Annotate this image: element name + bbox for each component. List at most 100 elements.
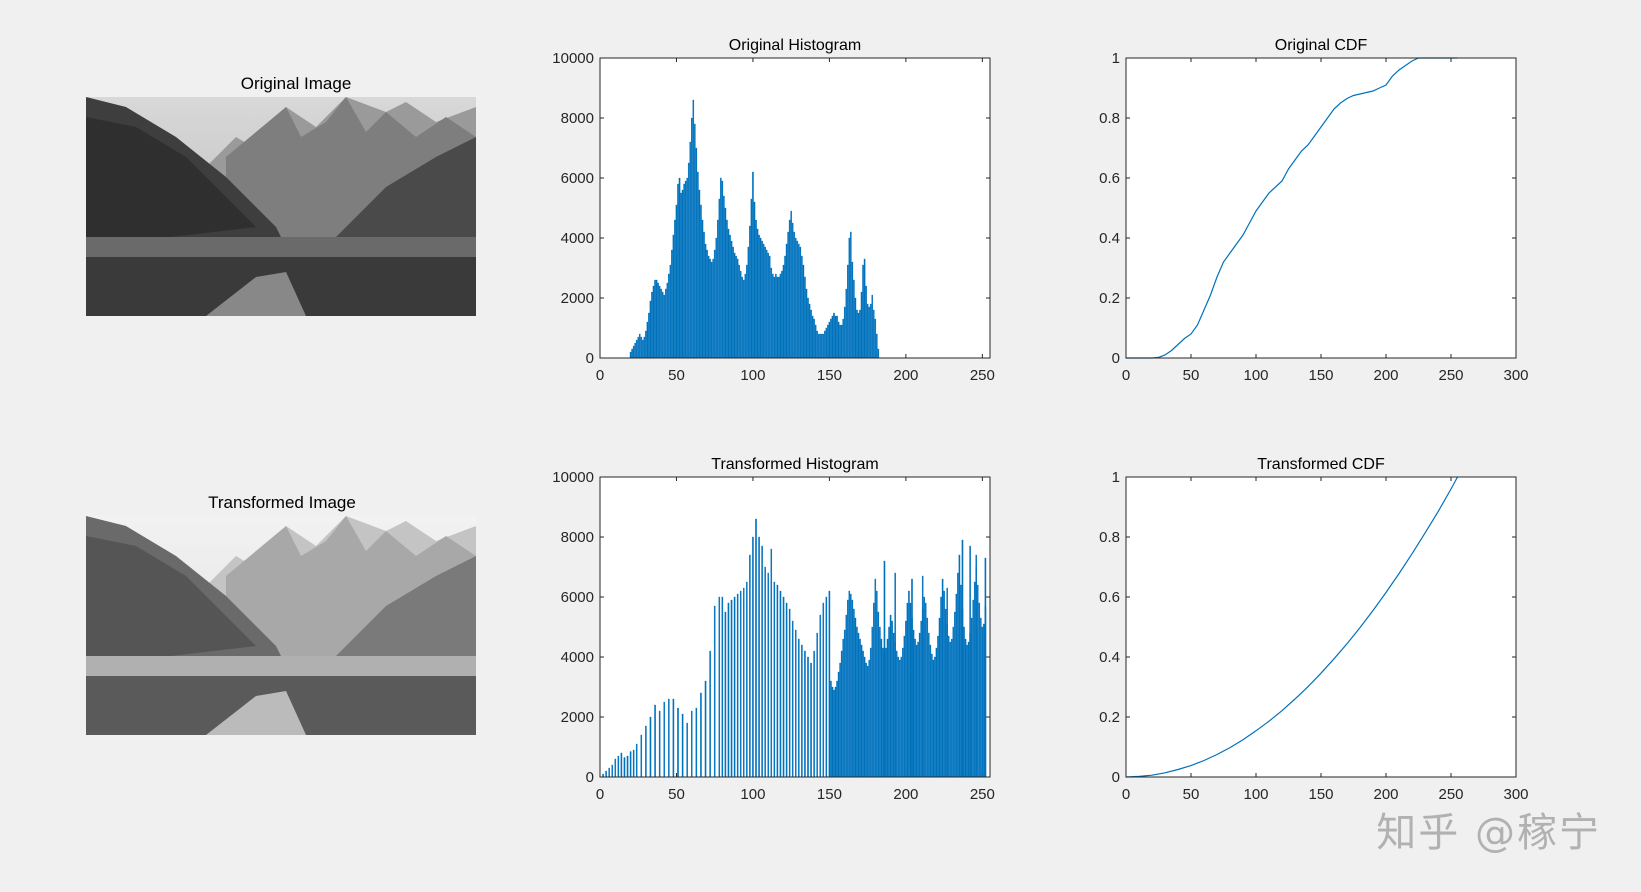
histogram-bar (865, 285, 867, 359)
histogram-bar (718, 596, 721, 778)
histogram-bar (847, 599, 849, 778)
histogram-bar (816, 330, 818, 359)
x-tick-label: 200 (893, 786, 918, 803)
histogram-bar (885, 647, 887, 778)
histogram-bar (649, 300, 652, 359)
histogram-bar (686, 177, 688, 359)
histogram-bar (729, 234, 731, 359)
histogram-bar (643, 336, 646, 359)
histogram-bar (761, 240, 763, 359)
histogram-bar (877, 611, 880, 778)
histogram-bar (788, 608, 791, 778)
histogram-bar (938, 617, 941, 778)
histogram-bar (747, 246, 750, 359)
histogram-bar (874, 578, 877, 778)
cdf-line (1126, 57, 1458, 359)
histogram-bar (951, 638, 953, 778)
histogram-bar (860, 644, 863, 778)
histogram-bar (782, 264, 785, 359)
histogram-bar (888, 626, 890, 778)
histogram-bar (640, 734, 643, 778)
histogram-bar (949, 641, 951, 778)
histogram-bar (862, 264, 864, 359)
histogram-bar (796, 240, 799, 359)
histogram-bar (981, 626, 984, 778)
histogram-bar (940, 596, 942, 778)
histogram-bar (798, 243, 800, 359)
histogram-bar (635, 339, 638, 359)
transformed-image-title: Transformed Image (208, 493, 356, 512)
histogram-bar (833, 312, 835, 359)
histogram-bar (743, 279, 745, 359)
histogram-bar (617, 755, 620, 778)
y-tick-label: 1 (1112, 50, 1120, 67)
histogram-bar (978, 602, 981, 778)
histogram-bar (608, 767, 610, 778)
histogram-bar (755, 518, 757, 778)
y-tick-label: 0 (1112, 350, 1120, 367)
histogram-bar (691, 710, 693, 778)
x-tick-label: 100 (740, 367, 765, 384)
histogram-bar (831, 686, 834, 778)
histogram-bar (762, 243, 765, 359)
histogram-bar (788, 219, 791, 359)
histogram-bar (882, 647, 884, 778)
histogram-bar (840, 650, 843, 778)
histogram-bar (713, 605, 716, 778)
histogram-bar (967, 641, 970, 778)
histogram-bar (830, 680, 832, 778)
chart-title: Original Histogram (729, 37, 861, 54)
histogram-bar (966, 644, 968, 778)
x-tick-label: 0 (1122, 786, 1130, 803)
histogram-bar (839, 324, 841, 359)
histogram-bar (649, 716, 652, 778)
histogram-bar (658, 285, 661, 359)
histogram-bar (663, 701, 665, 778)
x-tick-label: 250 (1438, 367, 1463, 384)
histogram-bar (738, 264, 740, 359)
histogram-bar (668, 698, 670, 778)
histogram-bar (652, 285, 655, 359)
histogram-bar (840, 324, 843, 359)
histogram-bar (683, 183, 685, 359)
histogram-bar (672, 234, 675, 359)
plot-area (1126, 477, 1516, 777)
histogram-bar (767, 252, 769, 359)
histogram-bar (958, 554, 961, 778)
histogram-bar (984, 557, 987, 778)
histogram-bar (877, 348, 880, 359)
histogram-bar (672, 698, 675, 778)
histogram-bar (918, 632, 921, 778)
histogram-bar (814, 324, 817, 359)
x-tick-label: 300 (1503, 367, 1528, 384)
histogram-bar (946, 587, 948, 778)
histogram-bar (712, 258, 714, 359)
histogram-bar (781, 270, 783, 359)
histogram-bar (752, 536, 754, 778)
histogram-bar (709, 258, 711, 359)
x-tick-label: 150 (817, 786, 842, 803)
histogram-bar (639, 333, 641, 359)
histogram-bar (695, 707, 698, 778)
histogram-bar (969, 545, 971, 778)
y-tick-label: 0.6 (1099, 589, 1120, 606)
histogram-bar (851, 261, 854, 359)
histogram-bar (701, 219, 704, 359)
histogram-bar (773, 581, 776, 778)
histogram-bar (657, 282, 659, 359)
histogram-bar (704, 680, 707, 778)
histogram-bar (915, 644, 918, 778)
histogram-bar (671, 249, 673, 359)
histogram-bar (709, 650, 711, 778)
histogram-bar (666, 282, 669, 359)
histogram-bar (952, 626, 955, 778)
histogram-bar (611, 764, 613, 778)
histogram-bar (736, 258, 739, 359)
histogram-bar (860, 291, 863, 359)
histogram-bar (926, 617, 929, 778)
histogram-bar (843, 306, 846, 359)
histogram-bar (724, 207, 727, 359)
histogram-bar (850, 231, 852, 359)
histogram-bar (691, 117, 693, 359)
